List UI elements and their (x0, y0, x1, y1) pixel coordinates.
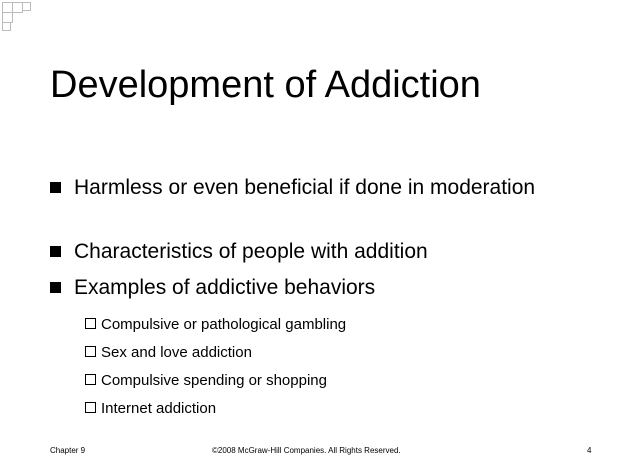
sub-bullet-text: Sex and love addiction (101, 344, 252, 361)
sub-bullet-text: Compulsive or pathological gambling (101, 316, 347, 333)
sub-bullet-text: Compulsive spending or shopping (101, 372, 327, 389)
footer-page-number: 4 (587, 446, 592, 455)
footer-copyright: ©2008 McGraw-Hill Companies. All Rights … (212, 446, 401, 455)
corner-grid-decoration (2, 2, 31, 31)
slide-title: Development of Addiction (50, 64, 481, 106)
sub-bullet: Sex and love addiction (85, 344, 252, 361)
footer-chapter: Chapter 9 (50, 446, 86, 455)
sub-bullet: Internet addiction (85, 400, 216, 417)
sub-bullet: Compulsive spending or shopping (85, 372, 327, 389)
sub-bullet-text: Internet addiction (101, 400, 217, 417)
bullet-text: Harmless or even beneficial if done in m… (74, 176, 536, 199)
bullet-text: Examples of addictive behaviors (74, 276, 376, 299)
bullet-text: Characteristics of people with addition (74, 240, 428, 263)
sub-bullet: Compulsive or pathological gambling (85, 316, 346, 333)
